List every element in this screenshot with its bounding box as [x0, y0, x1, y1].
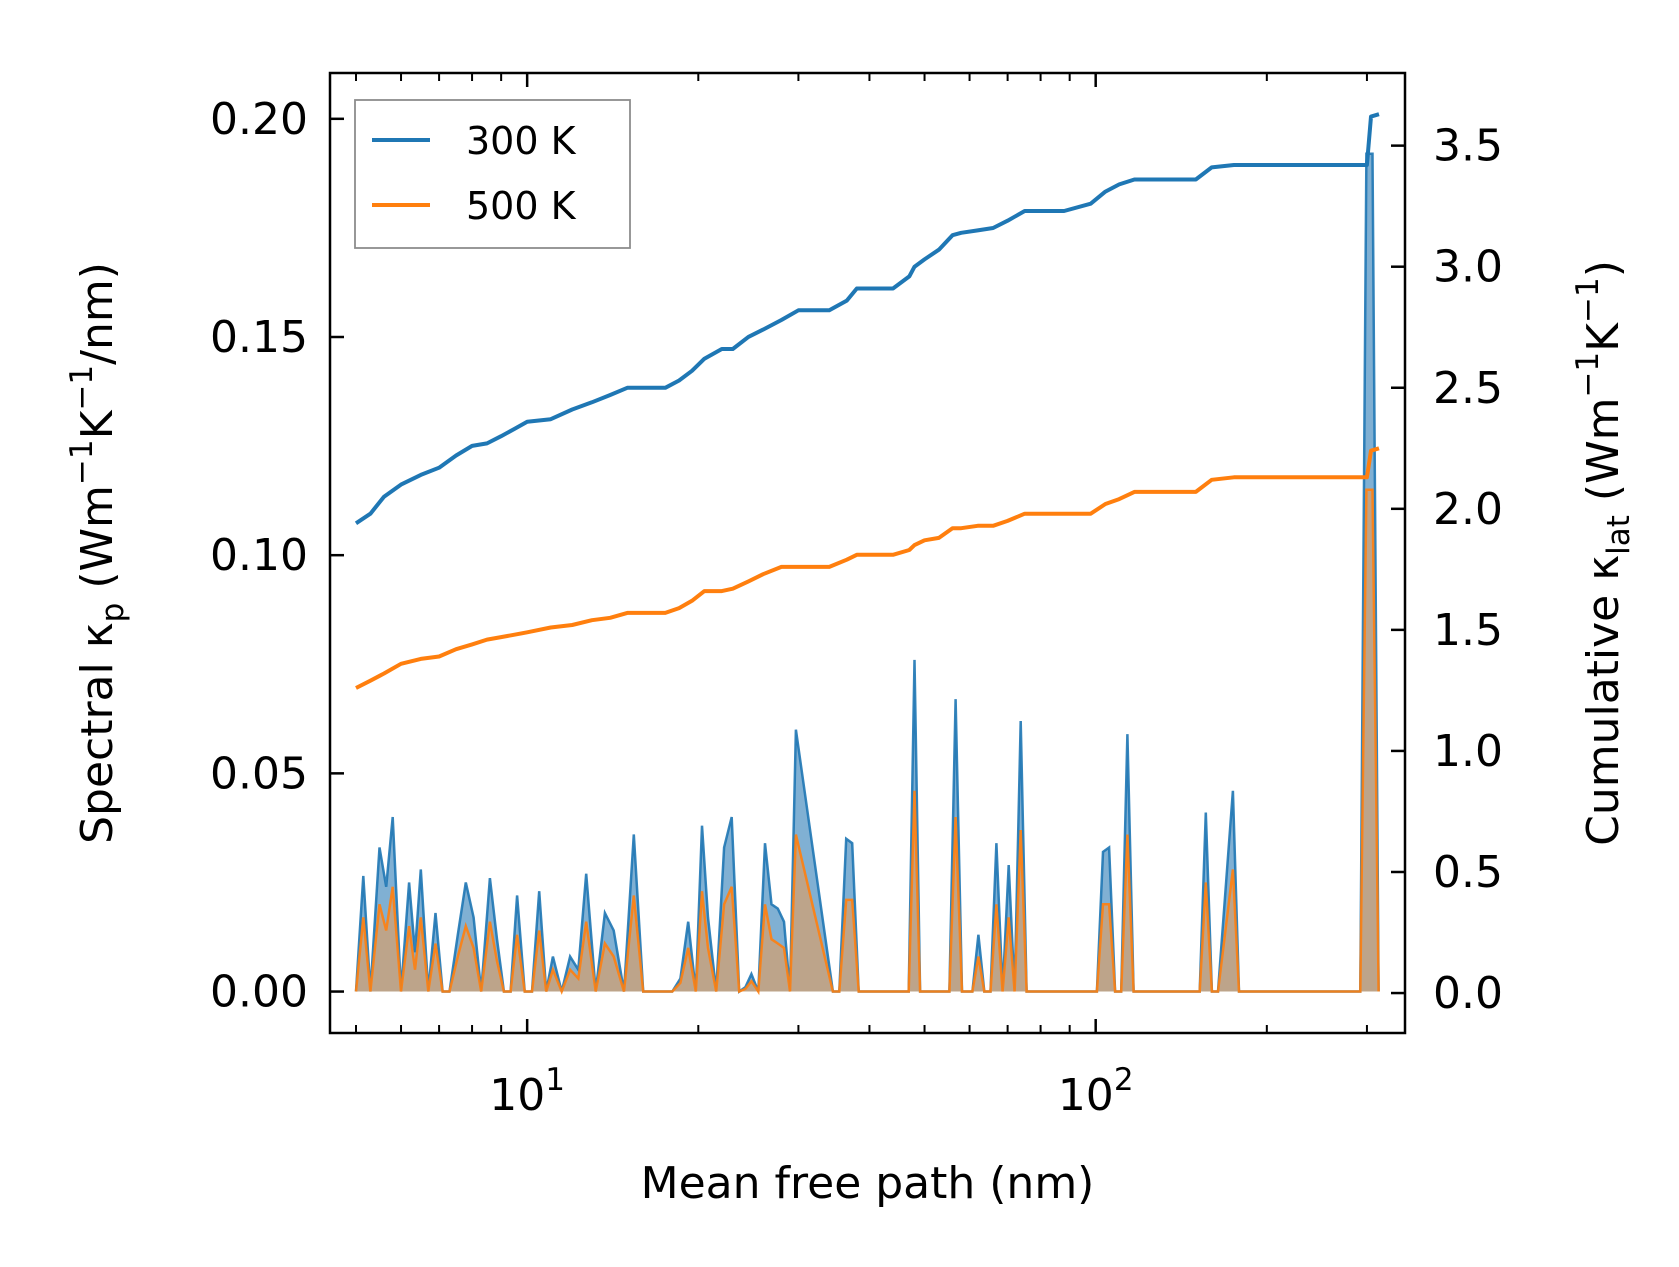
plot-frame: [328, 71, 1407, 1035]
cumulative-line-300k: [354, 112, 1380, 525]
x-tick-label: 102: [1058, 1062, 1134, 1121]
y-left-tick-label: 0.15: [210, 312, 308, 363]
y-right-axis-title: Cumulative κlat (Wm−1K−1): [1570, 260, 1637, 846]
y-right-tick-label: 0.0: [1433, 968, 1503, 1019]
y-left-axis-title-group: Spectral κp (Wm−1K−1/nm): [64, 262, 131, 844]
y-left-tick-label: 0.05: [210, 748, 308, 799]
y-right-tick-label: 2.5: [1433, 363, 1503, 414]
x-tick-label: 101: [489, 1062, 565, 1121]
y-left-tick-label: 0.20: [210, 94, 308, 145]
legend-label: 300 K: [466, 119, 577, 163]
y-right-axis-title-group: Cumulative κlat (Wm−1K−1): [1570, 260, 1637, 846]
y-right-tick-label: 0.5: [1433, 847, 1503, 898]
y-right-tick-label: 1.0: [1433, 726, 1503, 777]
legend-label: 500 K: [466, 184, 577, 228]
axes: 0.00 0.05 0.10 0.15 0.20 0.0 0.5 1.0 1.5 2.0 2.5 3.…: [210, 71, 1503, 1121]
axis-titles: Mean free path (nm) Spectral κp (Wm−1K−1/…: [64, 260, 1637, 1209]
y-right-tick-label: 1.5: [1433, 605, 1503, 656]
y-left-tick-label: 0.10: [210, 530, 308, 581]
legend-box: [354, 99, 631, 249]
y-right-tick-label: 3.5: [1433, 121, 1503, 172]
x-axis-title: Mean free path (nm): [641, 1158, 1095, 1209]
cumulative-layer: [354, 112, 1380, 690]
y-left-tick-label: 0.00: [210, 967, 308, 1018]
legend: 300 K 500 K: [354, 99, 631, 249]
y-left-axis-title: Spectral κp (Wm−1K−1/nm): [64, 262, 131, 844]
spectral-layer: [354, 152, 1380, 996]
spectral-line-500k: [354, 488, 1380, 996]
cumulative-line-500k: [355, 446, 1380, 690]
y-right-tick-label: 3.0: [1433, 242, 1503, 293]
y-right-tick-label: 2.0: [1433, 484, 1503, 535]
